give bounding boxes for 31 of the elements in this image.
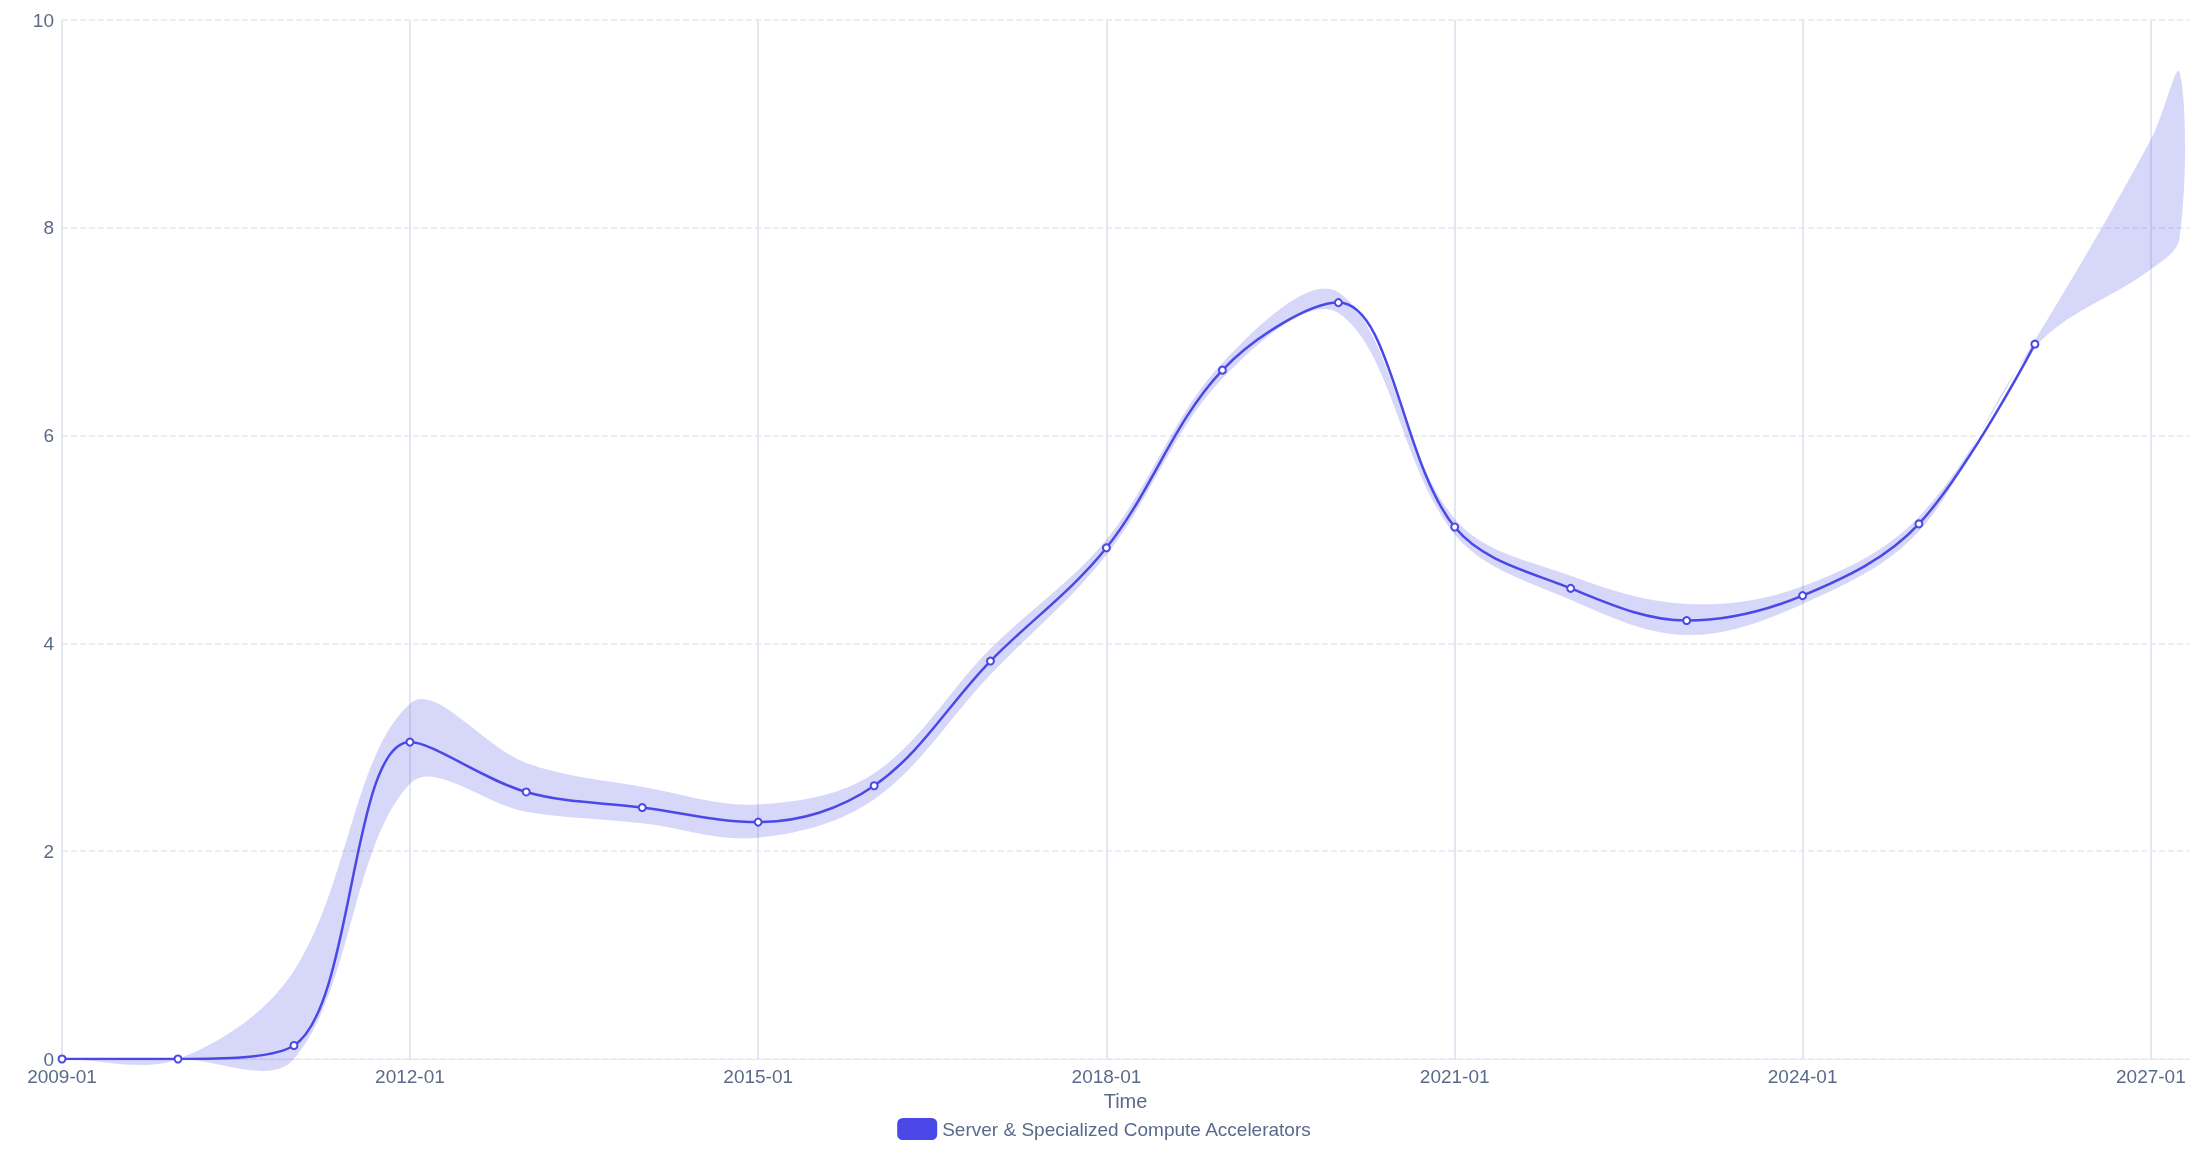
- y-tick-label: 8: [43, 217, 54, 239]
- point: [2030, 339, 2040, 349]
- y-tick-label: 4: [43, 632, 55, 654]
- point: [57, 1054, 67, 1064]
- y-tick-label: 10: [32, 9, 54, 31]
- y-tick-label: 6: [43, 425, 54, 447]
- point: [1217, 365, 1227, 375]
- point: [637, 803, 647, 813]
- x-tick-label: 2015-01: [723, 1066, 794, 1087]
- point: [753, 817, 763, 827]
- point: [1101, 543, 1111, 553]
- y-tick-label: 2: [43, 840, 54, 862]
- point: [1798, 591, 1808, 601]
- point: [1682, 616, 1692, 626]
- point: [289, 1040, 299, 1050]
- x-tick-label: 2021-01: [1419, 1066, 1490, 1087]
- x-tick-label: 2027-01: [2116, 1066, 2186, 1087]
- point: [869, 781, 879, 791]
- x-axis-title: Time: [1103, 1089, 1148, 1112]
- point: [521, 787, 531, 797]
- x-tick-label: 2024-01: [1767, 1066, 1838, 1087]
- x-tick-label: 2012-01: [375, 1066, 445, 1087]
- point: [1450, 522, 1460, 532]
- legend-label: Server & Specialized Compute Accelerators: [942, 1118, 1311, 1140]
- point: [405, 737, 415, 747]
- point: [173, 1054, 183, 1064]
- x-tick-label: 2018-01: [1071, 1066, 1142, 1087]
- point: [1566, 583, 1576, 593]
- point: [1333, 298, 1343, 308]
- point: [985, 656, 995, 666]
- point: [1914, 519, 1924, 529]
